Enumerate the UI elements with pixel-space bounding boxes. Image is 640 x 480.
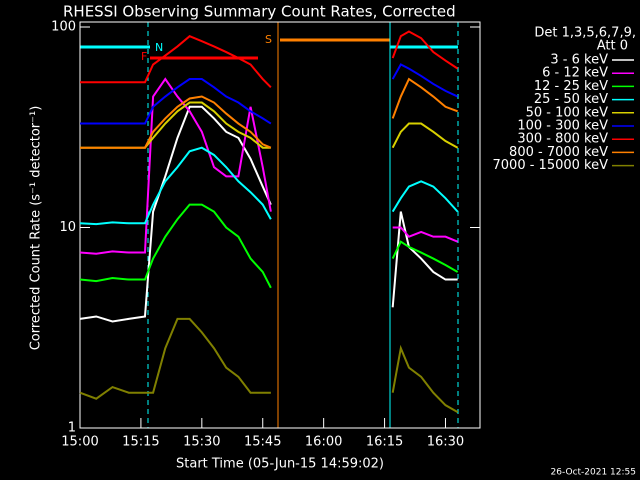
x-tick-label: 15:15: [122, 435, 159, 450]
series-line: [79, 77, 459, 255]
legend-label: 6 - 12 keV: [542, 66, 608, 81]
x-tick-label: 15:00: [61, 435, 98, 450]
legend-label: 7000 - 15000 keV: [493, 158, 609, 173]
x-tick-label: 15:30: [183, 435, 220, 450]
series-line: [79, 105, 458, 323]
legend-label: 800 - 7000 keV: [509, 145, 608, 160]
y-tick-label: 10: [59, 220, 76, 235]
x-tick-label: 16:15: [366, 435, 403, 450]
legend-label: 25 - 50 keV: [534, 92, 608, 107]
legend-header: Att 0: [597, 39, 628, 54]
y-axis-label: Corrected Count Rate (s⁻¹ detector⁻¹): [29, 106, 44, 351]
y-tick-label: 1: [68, 421, 76, 436]
x-tick-label: 15:45: [244, 435, 281, 450]
series-line: [80, 101, 459, 149]
chart-title: RHESSI Observing Summary Count Rates, Co…: [63, 3, 456, 21]
flag-label: F: [141, 50, 147, 63]
series-line: [80, 77, 459, 149]
plot-frame: [79, 21, 481, 429]
legend-header: Det 1,3,5,6,7,9,: [534, 26, 636, 41]
series-line: [79, 203, 459, 289]
legend-label: 50 - 100 keV: [526, 105, 609, 120]
x-tick-label: 16:00: [305, 435, 342, 450]
x-tick-label: 16:30: [427, 435, 464, 450]
series-line: [79, 317, 459, 413]
series-line: [80, 63, 459, 125]
legend-label: 100 - 300 keV: [517, 119, 608, 134]
series-line: [80, 30, 459, 89]
legend-label: 3 - 6 keV: [550, 53, 608, 68]
legend-label: 12 - 25 keV: [534, 79, 608, 94]
series-line: [79, 146, 459, 226]
footer: 26-Oct-2021 12:55: [551, 468, 636, 478]
x-axis-label: Start Time (05-Jun-15 14:59:02): [176, 457, 384, 472]
y-tick-label: 100: [51, 20, 76, 35]
legend-label: 300 - 800 keV: [517, 132, 608, 147]
flag-label: S: [265, 33, 272, 46]
flag-label: N: [155, 41, 163, 54]
